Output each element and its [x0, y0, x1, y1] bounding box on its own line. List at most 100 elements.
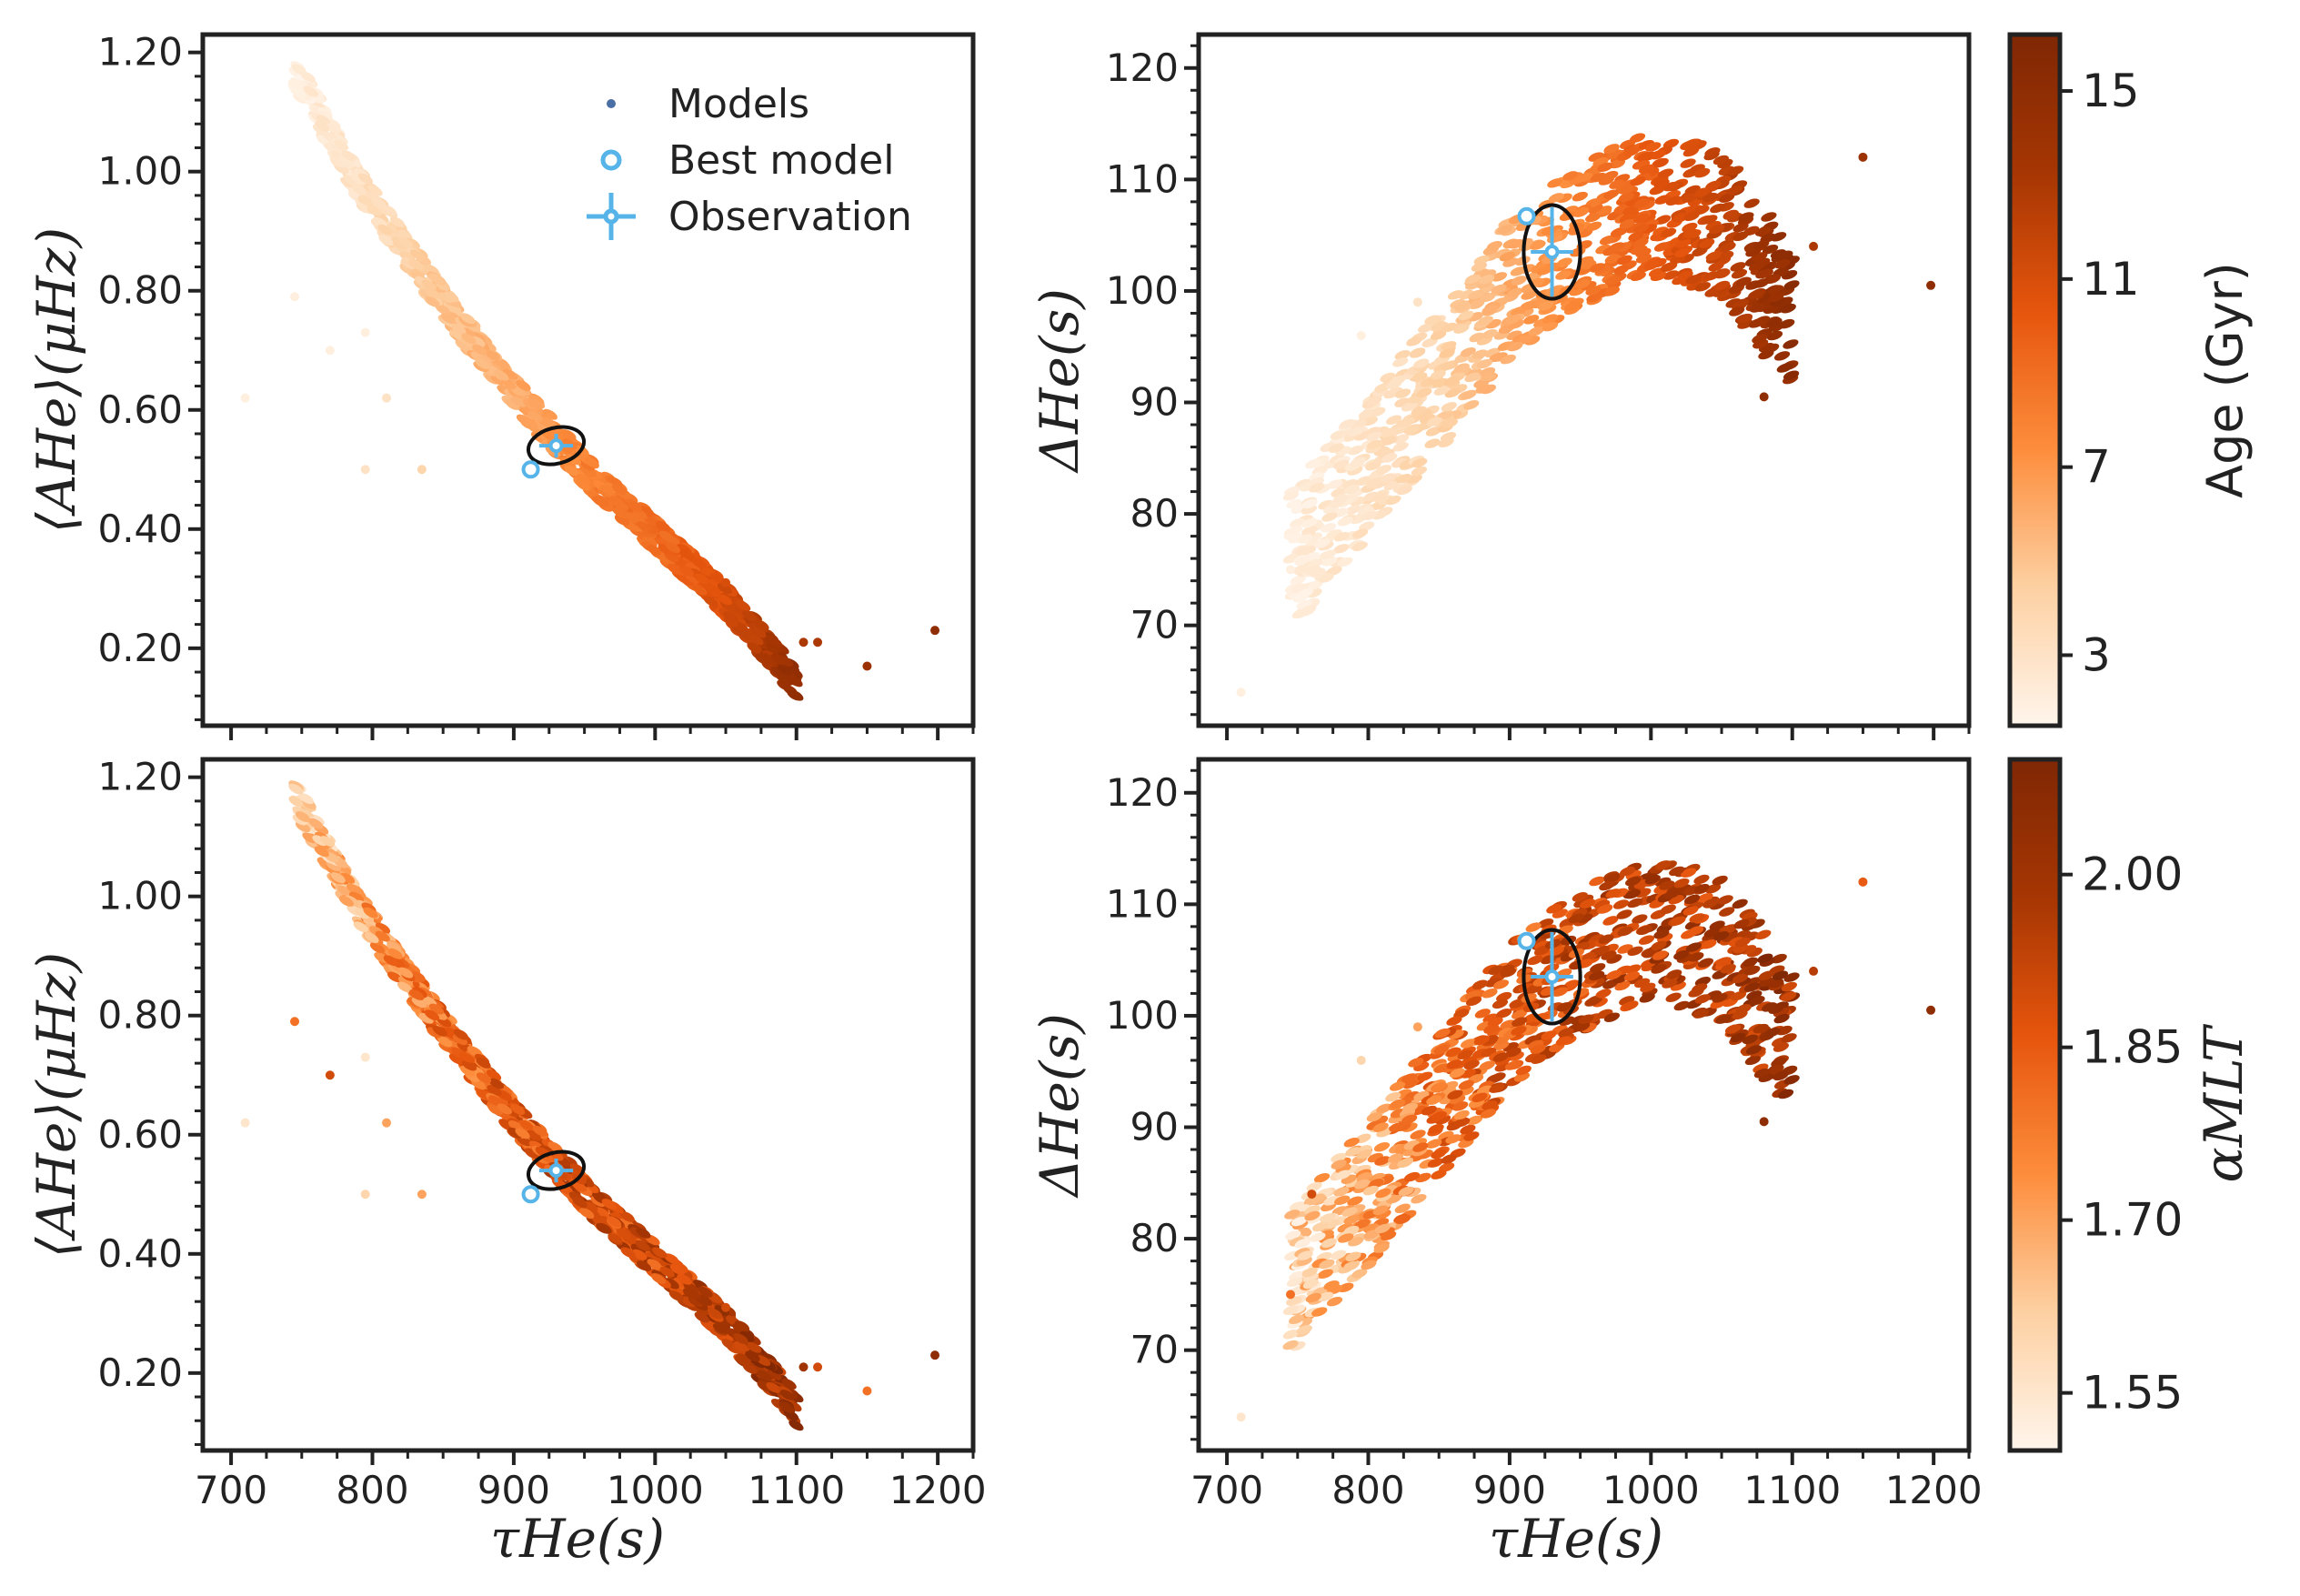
model-point	[1684, 894, 1701, 905]
model-point	[1411, 406, 1427, 417]
model-point	[530, 431, 547, 443]
model-point	[1735, 276, 1752, 287]
model-point	[1428, 1123, 1444, 1134]
model-point	[1289, 1314, 1305, 1325]
model-point	[679, 566, 695, 577]
model-point	[1297, 534, 1313, 544]
model-point	[1619, 218, 1636, 229]
model-point	[594, 1207, 610, 1219]
model-point	[614, 515, 630, 527]
model-point	[1412, 1142, 1429, 1152]
model-outlier-point	[290, 1017, 300, 1027]
model-point	[1301, 605, 1317, 615]
model-point	[747, 1341, 762, 1353]
colorbar-tick-label: 1.85	[2082, 1021, 2183, 1074]
model-point	[1622, 1000, 1639, 1010]
model-point	[1373, 1142, 1391, 1152]
model-point	[1381, 453, 1398, 463]
model-points	[1236, 860, 1936, 1422]
model-point	[1335, 1169, 1351, 1180]
model-point	[1441, 418, 1458, 428]
model-point	[1361, 1260, 1377, 1270]
model-point	[712, 1322, 728, 1334]
y-tick-label: 120	[1106, 45, 1179, 90]
best-model-point	[1517, 206, 1536, 226]
model-point	[1334, 1195, 1351, 1206]
model-point	[636, 1227, 651, 1239]
model-point	[759, 653, 776, 665]
model-point	[1758, 349, 1774, 360]
model-point	[1365, 461, 1381, 471]
model-point	[1555, 270, 1572, 280]
model-point	[1356, 1149, 1372, 1159]
model-point	[1347, 1196, 1363, 1206]
legend-observation-marker	[587, 193, 636, 240]
model-point	[367, 185, 383, 196]
model-point	[607, 1216, 622, 1228]
model-point	[619, 1210, 635, 1222]
model-point	[397, 229, 413, 241]
model-point	[303, 85, 319, 97]
model-point	[1392, 357, 1409, 367]
model-point	[688, 1296, 704, 1308]
model-point	[1371, 492, 1388, 502]
model-point	[639, 506, 655, 517]
y-tick-label: 1.00	[97, 874, 183, 918]
model-point	[1598, 934, 1614, 944]
model-point	[1530, 1044, 1546, 1054]
model-point	[579, 1208, 595, 1220]
model-point	[1653, 178, 1670, 189]
model-point	[542, 408, 557, 420]
model-point	[1683, 138, 1701, 148]
model-point	[1441, 341, 1457, 351]
model-point	[694, 573, 709, 585]
model-point	[460, 313, 476, 325]
model-point	[1527, 955, 1543, 966]
model-point	[1453, 324, 1470, 334]
y-tick-label: 0.80	[97, 993, 183, 1038]
model-point	[532, 1125, 547, 1137]
model-point	[1463, 1059, 1480, 1070]
model-point	[1627, 898, 1643, 908]
model-point	[1397, 1158, 1413, 1169]
model-point	[472, 344, 487, 356]
model-point	[1433, 1063, 1450, 1073]
model-point	[1351, 541, 1368, 552]
model-point	[1547, 178, 1563, 188]
legend: Models Best model Observation	[587, 81, 912, 240]
model-point	[1541, 1030, 1557, 1040]
y-axis-label-top-right: ΔHe(s)	[1029, 288, 1090, 474]
model-point	[1599, 235, 1616, 246]
model-point	[1479, 274, 1495, 285]
model-point	[1385, 495, 1401, 506]
model-outlier-point	[813, 1362, 823, 1372]
model-point	[1783, 280, 1800, 290]
model-point	[444, 291, 459, 303]
model-point	[1309, 483, 1325, 493]
model-point	[1302, 1279, 1319, 1290]
model-point	[1318, 573, 1334, 583]
model-point	[515, 1128, 530, 1139]
y-tick-label: 0.60	[97, 1112, 183, 1157]
model-point	[1305, 458, 1321, 469]
model-point	[1556, 257, 1572, 267]
model-point	[1606, 969, 1622, 980]
model-points	[240, 780, 940, 1431]
model-point	[357, 173, 373, 185]
model-point	[1578, 1014, 1594, 1024]
model-point	[1634, 978, 1651, 989]
model-point	[1380, 473, 1397, 483]
model-point	[714, 1305, 729, 1317]
model-point	[1390, 1081, 1406, 1091]
model-point	[1295, 546, 1311, 556]
model-point	[664, 1278, 679, 1290]
model-point	[325, 142, 340, 154]
model-outlier-point	[240, 1118, 250, 1128]
model-point	[646, 544, 662, 556]
model-point	[1385, 1091, 1401, 1102]
model-point	[1304, 1210, 1321, 1221]
model-point	[1536, 266, 1552, 276]
model-point	[624, 511, 639, 523]
model-point	[1604, 276, 1621, 286]
model-point	[288, 796, 304, 808]
